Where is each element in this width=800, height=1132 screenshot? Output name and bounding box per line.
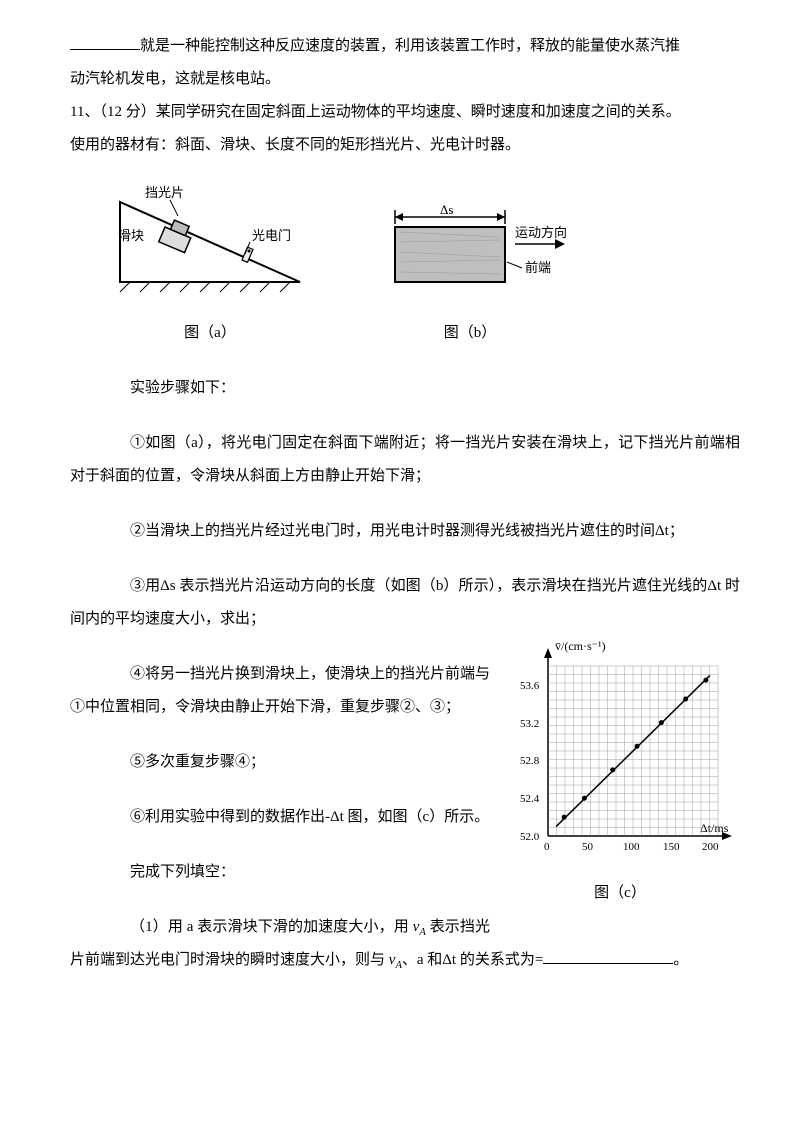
- intro-para: 就是一种能控制这种反应速度的装置，利用该装置工作时，释放的能量使水蒸汽推: [70, 30, 740, 63]
- ytick-3: 53.2: [520, 718, 539, 730]
- q1-part-c: 、a 和Δt 的关系式为=: [402, 952, 543, 968]
- ytick-0: 52.0: [520, 831, 540, 843]
- intro-line1: 就是一种能控制这种反应速度的装置，利用该装置工作时，释放的能量使水蒸汽推: [140, 38, 680, 54]
- step-4: ④将另一挡光片换到滑块上，使滑块上的挡光片前端与①中位置相同，令滑块由静止开始下…: [70, 658, 490, 724]
- y-axis-label: v̄/(cm·s⁻¹): [555, 639, 606, 653]
- figure-c-caption: 图（c）: [500, 877, 740, 910]
- ytick-1: 52.4: [520, 793, 540, 805]
- label-gate: 光电门: [252, 228, 291, 243]
- step-2: ②当滑块上的挡光片经过光电门时，用光电计时器测得光线被挡光片遮住的时间Δt；: [70, 515, 740, 548]
- xtick-0: 0: [544, 841, 550, 853]
- motion-dir-label: 运动方向: [515, 225, 567, 240]
- label-block: 挡光片: [145, 185, 184, 200]
- figure-a: 挡光片 滑块 光电门 图（a）: [110, 182, 310, 350]
- intro-line2: 动汽轮机发电，这就是核电站。: [70, 63, 740, 96]
- q11-header: 11、（12 分）某同学研究在固定斜面上运动物体的平均速度、瞬时速度和加速度之间…: [70, 96, 740, 129]
- xtick-3: 150: [663, 841, 680, 853]
- xtick-2: 100: [623, 841, 640, 853]
- xtick-1: 50: [582, 841, 594, 853]
- front-label: 前端: [525, 260, 551, 275]
- q1-end: 。: [673, 952, 688, 968]
- x-axis-label: Δt/ms: [700, 821, 729, 835]
- blank-short: [70, 49, 140, 50]
- label-slider: 滑块: [118, 228, 144, 243]
- chart-svg: v̄/(cm·s⁻¹) Δt/ms 52.0 52.4 52.8 53.2 53…: [500, 636, 740, 866]
- question-1: （1）用 a 表示滑块下滑的加速度大小，用 vA 表示挡光片前端到达光电门时滑块…: [70, 911, 740, 977]
- xtick-4: 200: [702, 841, 719, 853]
- figure-row-ab: 挡光片 滑块 光电门 图（a） Δs: [110, 182, 740, 350]
- delta-s-label: Δs: [440, 202, 453, 217]
- ytick-2: 52.8: [520, 755, 540, 767]
- figure-a-caption: 图（a）: [110, 317, 310, 350]
- q11-materials: 使用的器材有：斜面、滑块、长度不同的矩形挡光片、光电计时器。: [70, 129, 740, 162]
- steps-title: 实验步骤如下：: [70, 372, 740, 405]
- rect-svg: Δs 运动方向 前端: [370, 202, 570, 302]
- blank-answer: [543, 963, 673, 964]
- step-1: ①如图（a），将光电门固定在斜面下端附近；将一挡光片安装在滑块上，记下挡光片前端…: [70, 427, 740, 493]
- figure-b-caption: 图（b）: [370, 317, 570, 350]
- figure-c: v̄/(cm·s⁻¹) Δt/ms 52.0 52.4 52.8 53.2 53…: [500, 636, 740, 910]
- figure-b: Δs 运动方向 前端 图（b）: [370, 202, 570, 350]
- ytick-4: 53.6: [520, 680, 540, 692]
- incline-svg: 挡光片 滑块 光电门: [110, 182, 310, 302]
- step-3: ③用Δs 表示挡光片沿运动方向的长度（如图（b）所示），表示滑块在挡光片遮住光线…: [70, 570, 740, 636]
- q1-part-a: （1）用 a 表示滑块下滑的加速度大小，用: [130, 919, 413, 935]
